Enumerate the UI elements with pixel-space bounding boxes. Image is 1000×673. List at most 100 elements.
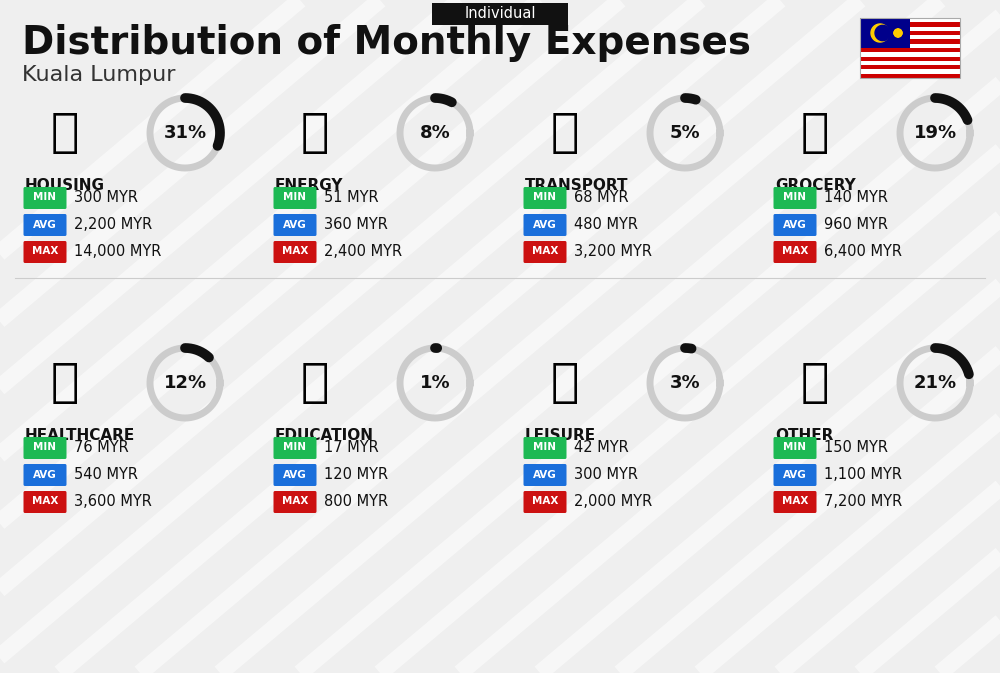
Text: 2,000 MYR: 2,000 MYR <box>574 494 652 509</box>
FancyBboxPatch shape <box>24 464 66 486</box>
Text: MIN: MIN <box>34 192 56 203</box>
Text: AVG: AVG <box>33 470 57 479</box>
FancyBboxPatch shape <box>860 44 960 48</box>
Text: TRANSPORT: TRANSPORT <box>525 178 629 193</box>
FancyBboxPatch shape <box>774 464 816 486</box>
Text: MAX: MAX <box>32 497 58 507</box>
Text: 300 MYR: 300 MYR <box>74 190 138 205</box>
Text: MAX: MAX <box>282 497 308 507</box>
FancyBboxPatch shape <box>860 26 960 31</box>
FancyBboxPatch shape <box>860 61 960 65</box>
Text: 3,600 MYR: 3,600 MYR <box>74 494 152 509</box>
Text: AVG: AVG <box>283 219 307 229</box>
Text: MAX: MAX <box>782 497 808 507</box>
Text: 21%: 21% <box>913 374 957 392</box>
Text: 76 MYR: 76 MYR <box>74 440 129 455</box>
Text: 🎓: 🎓 <box>301 361 329 406</box>
FancyBboxPatch shape <box>524 464 566 486</box>
Text: AVG: AVG <box>33 219 57 229</box>
FancyBboxPatch shape <box>774 214 816 236</box>
FancyBboxPatch shape <box>860 22 960 26</box>
FancyBboxPatch shape <box>274 491 316 513</box>
FancyBboxPatch shape <box>774 187 816 209</box>
FancyBboxPatch shape <box>524 241 566 263</box>
FancyBboxPatch shape <box>860 57 960 61</box>
FancyBboxPatch shape <box>860 31 960 35</box>
FancyBboxPatch shape <box>24 491 66 513</box>
Text: 🛒: 🛒 <box>801 110 829 155</box>
Text: 480 MYR: 480 MYR <box>574 217 638 232</box>
Text: 960 MYR: 960 MYR <box>824 217 888 232</box>
Text: ENERGY: ENERGY <box>275 178 344 193</box>
Text: OTHER: OTHER <box>775 428 833 443</box>
Text: AVG: AVG <box>533 470 557 479</box>
Text: AVG: AVG <box>783 470 807 479</box>
Text: 150 MYR: 150 MYR <box>824 440 888 455</box>
Text: Distribution of Monthly Expenses: Distribution of Monthly Expenses <box>22 24 751 62</box>
FancyBboxPatch shape <box>24 437 66 459</box>
Text: MIN: MIN <box>284 192 306 203</box>
Text: Kuala Lumpur: Kuala Lumpur <box>22 65 176 85</box>
Text: GROCERY: GROCERY <box>775 178 856 193</box>
Text: MAX: MAX <box>532 246 558 256</box>
Text: AVG: AVG <box>783 219 807 229</box>
Text: HEALTHCARE: HEALTHCARE <box>25 428 135 443</box>
Text: 140 MYR: 140 MYR <box>824 190 888 205</box>
Text: 👛: 👛 <box>801 361 829 406</box>
Text: 800 MYR: 800 MYR <box>324 494 388 509</box>
Text: MAX: MAX <box>32 246 58 256</box>
Text: MAX: MAX <box>282 246 308 256</box>
Text: 7,200 MYR: 7,200 MYR <box>824 494 902 509</box>
FancyBboxPatch shape <box>524 214 566 236</box>
FancyBboxPatch shape <box>24 241 66 263</box>
FancyBboxPatch shape <box>774 241 816 263</box>
Text: LEISURE: LEISURE <box>525 428 596 443</box>
FancyBboxPatch shape <box>860 52 960 57</box>
Polygon shape <box>875 26 890 40</box>
Text: AVG: AVG <box>533 219 557 229</box>
Text: 🏥: 🏥 <box>51 361 79 406</box>
FancyBboxPatch shape <box>860 74 960 78</box>
Text: MAX: MAX <box>532 497 558 507</box>
Polygon shape <box>893 28 903 38</box>
Text: 51 MYR: 51 MYR <box>324 190 379 205</box>
FancyBboxPatch shape <box>524 437 566 459</box>
Polygon shape <box>871 24 889 42</box>
FancyBboxPatch shape <box>24 187 66 209</box>
FancyBboxPatch shape <box>774 437 816 459</box>
Text: 12%: 12% <box>163 374 207 392</box>
Text: 🛍️: 🛍️ <box>551 361 579 406</box>
FancyBboxPatch shape <box>274 241 316 263</box>
FancyBboxPatch shape <box>274 437 316 459</box>
Text: 17 MYR: 17 MYR <box>324 440 379 455</box>
FancyBboxPatch shape <box>432 3 568 25</box>
FancyBboxPatch shape <box>24 214 66 236</box>
FancyBboxPatch shape <box>860 18 960 22</box>
Text: 14,000 MYR: 14,000 MYR <box>74 244 161 259</box>
Text: 540 MYR: 540 MYR <box>74 467 138 482</box>
FancyBboxPatch shape <box>860 65 960 69</box>
FancyBboxPatch shape <box>274 187 316 209</box>
Text: 🏢: 🏢 <box>51 110 79 155</box>
FancyBboxPatch shape <box>860 48 960 52</box>
Text: 3,200 MYR: 3,200 MYR <box>574 244 652 259</box>
Text: MIN: MIN <box>534 443 556 452</box>
Text: Individual: Individual <box>464 7 536 22</box>
FancyBboxPatch shape <box>274 214 316 236</box>
Text: 🚌: 🚌 <box>551 110 579 155</box>
Text: 5%: 5% <box>670 124 700 142</box>
Text: 2,400 MYR: 2,400 MYR <box>324 244 402 259</box>
FancyBboxPatch shape <box>524 491 566 513</box>
Text: 31%: 31% <box>163 124 207 142</box>
Text: 3%: 3% <box>670 374 700 392</box>
FancyBboxPatch shape <box>274 464 316 486</box>
Text: MIN: MIN <box>784 443 806 452</box>
Text: 68 MYR: 68 MYR <box>574 190 629 205</box>
Text: AVG: AVG <box>283 470 307 479</box>
Text: MAX: MAX <box>782 246 808 256</box>
Text: EDUCATION: EDUCATION <box>275 428 374 443</box>
Text: HOUSING: HOUSING <box>25 178 105 193</box>
Text: 42 MYR: 42 MYR <box>574 440 629 455</box>
Text: 2,200 MYR: 2,200 MYR <box>74 217 152 232</box>
FancyBboxPatch shape <box>860 18 910 48</box>
